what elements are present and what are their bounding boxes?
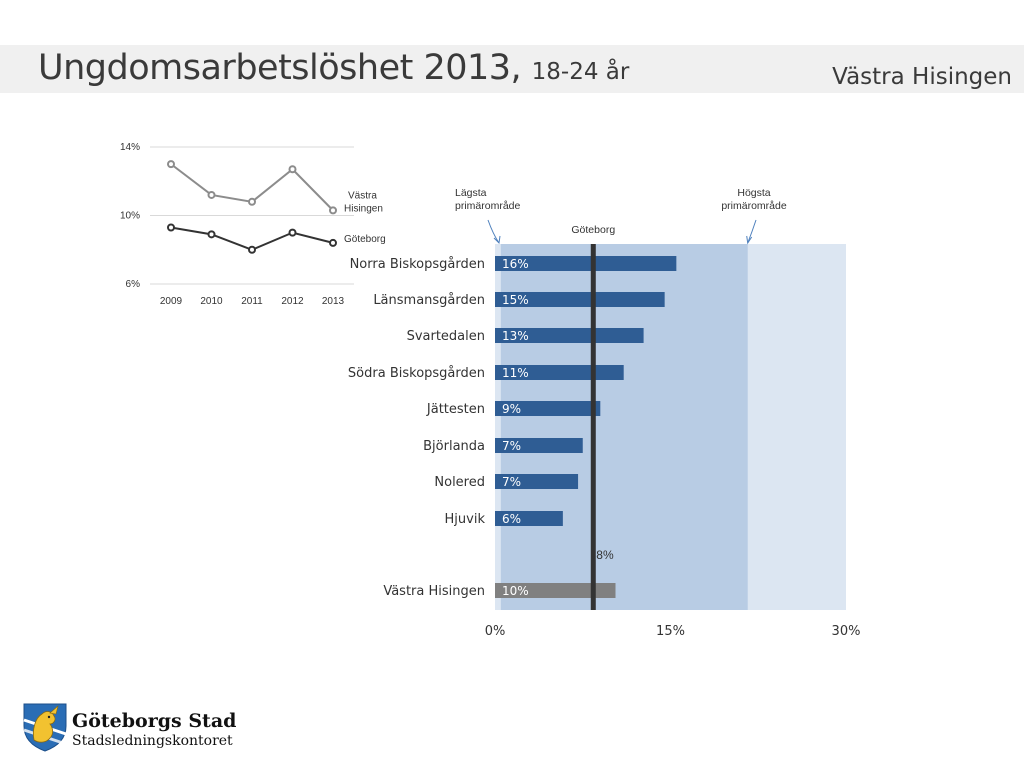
bar-value-label: 9% [502,402,521,416]
title-main: Ungdomsarbetslöshet 2013, [38,48,522,88]
line-point [207,190,216,199]
line-point [207,230,216,239]
range-high-label: Högsta [737,187,770,199]
bar-value-label: 7% [502,475,521,489]
region-label: Västra Hisingen [832,64,1012,90]
page-title: Ungdomsarbetslöshet 2013, 18-24 år [38,48,629,88]
bar-category-label: Nolered [434,475,485,490]
line-x-tick-label: 2010 [200,296,223,307]
org-subtitle: Stadsledningskontoret [72,733,233,749]
line-point [329,238,337,247]
header-band [0,45,1024,93]
bar-category-label: Västra Hisingen [383,584,485,599]
bar-value-label: 15% [502,293,529,307]
bar-value-label: 11% [502,366,529,380]
bar-value-label: 13% [502,329,529,343]
bar [495,474,579,489]
line-series-label: Hisingen [344,203,383,214]
bar [495,292,665,307]
bar-x-tick-label: 30% [832,624,861,639]
line-point [329,206,337,215]
title-subtitle: 18-24 år [531,59,630,85]
bar [495,511,563,526]
range-low-arrow [487,219,500,244]
bar-value-label: 10% [502,584,529,598]
line-point [288,228,297,237]
bar [495,438,583,453]
bar-category-label: Södra Biskopsgården [348,366,485,381]
bar-category-label: Svartedalen [407,329,485,344]
reference-value-label: 8% [596,548,614,562]
line-point [167,160,175,169]
line-point [167,223,175,232]
line-y-tick-label: 10% [120,211,140,222]
range-high-label: primärområde [721,200,787,212]
bar [495,401,601,416]
bar-category-label: Hjuvik [445,512,486,527]
org-name: Göteborgs Stad [72,710,237,732]
line-x-tick-label: 2011 [241,296,263,307]
bar-x-tick-label: 0% [485,624,506,639]
city-logo-icon [23,703,67,752]
bar-value-label: 7% [502,439,521,453]
line-series-label: Göteborg [344,234,386,245]
range-high-arrow [747,219,757,244]
range-low-arrowhead [493,235,501,245]
line-y-tick-label: 6% [126,279,141,290]
range-low-label: Lägsta [455,187,487,199]
range-high-arrowhead [746,235,753,245]
line-point [248,197,256,206]
bar-category-label: Norra Biskopsgården [350,257,485,272]
bar-value-label: 16% [502,257,529,271]
bar-category-label: Björlanda [423,439,485,454]
line-series-label: Västra [348,190,377,201]
bar [495,583,616,598]
line-x-tick-label: 2013 [322,296,345,307]
line-point [248,245,256,254]
bar-value-label: 6% [502,512,521,526]
bar-category-label: Länsmansgården [373,293,485,308]
line-point [288,165,297,174]
line-x-tick-label: 2009 [160,296,183,307]
bar [495,256,677,271]
reference-line-label: Göteborg [571,224,615,236]
bar-category-label: Jättesten [426,402,485,417]
bar-x-tick-label: 15% [656,624,685,639]
line-x-tick-label: 2012 [281,296,304,307]
line-y-tick-label: 14% [120,142,140,153]
range-low-label: primärområde [455,200,521,212]
bar [495,328,644,343]
